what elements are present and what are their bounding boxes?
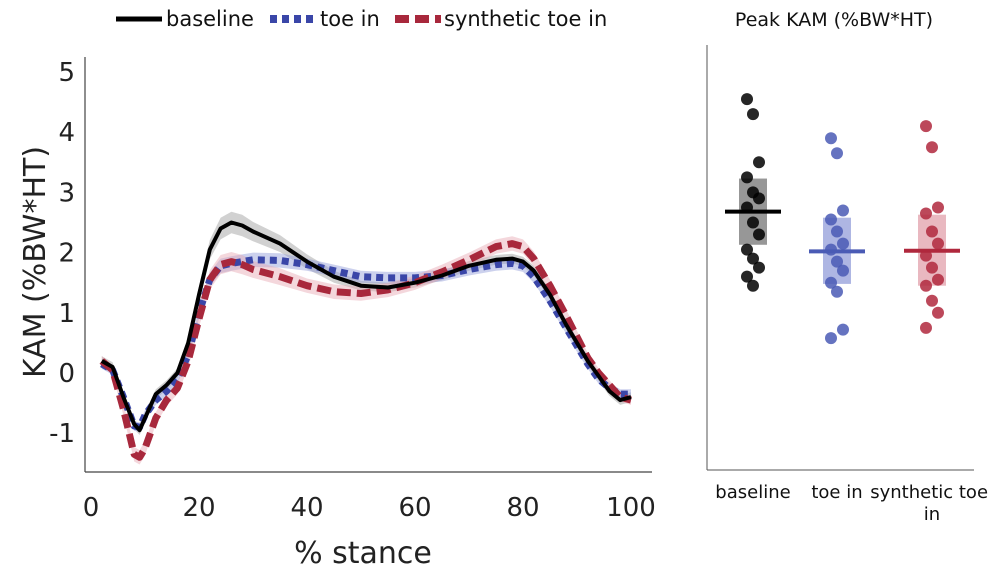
x-tick-100: 100 <box>606 493 656 523</box>
category-label-synthetic-line2: in <box>924 504 940 525</box>
legend-label-toe-in: toe in <box>320 7 380 31</box>
confidence-bands <box>101 211 632 465</box>
y-tick-5: 5 <box>58 58 75 88</box>
category-label-toe-in: toe in <box>811 482 862 503</box>
band-baseline <box>101 211 632 435</box>
peak-point-toe-in-5 <box>837 237 849 250</box>
peak-point-synthetic-toe-in-0 <box>920 120 932 133</box>
peak-point-toe-in-11 <box>837 323 849 336</box>
peak-group-synthetic-toe-in <box>904 120 960 334</box>
peak-point-baseline-2 <box>753 156 765 169</box>
peak-point-toe-in-1 <box>831 147 843 160</box>
category-label-baseline: baseline <box>715 482 790 503</box>
peak-point-synthetic-toe-in-5 <box>932 237 944 250</box>
peak-point-toe-in-10 <box>831 285 843 298</box>
x-tick-80: 80 <box>506 493 539 523</box>
peak-point-toe-in-0 <box>825 132 837 145</box>
legend-label-synthetic-toe-in: synthetic toe in <box>444 7 607 31</box>
y-tick-2: 2 <box>58 239 75 269</box>
peak-point-synthetic-toe-in-10 <box>926 294 938 307</box>
peak-group-baseline <box>725 93 781 292</box>
y-tick-3: 3 <box>58 178 75 208</box>
band-synthetic-toe-in <box>101 236 632 465</box>
legend: baseline toe in synthetic toe in <box>116 7 607 31</box>
y-tick-1: 1 <box>58 299 75 329</box>
y-tick--1: -1 <box>49 419 75 449</box>
peak-point-toe-in-2 <box>837 204 849 217</box>
legend-label-baseline: baseline <box>166 7 254 31</box>
peak-point-baseline-8 <box>753 228 765 241</box>
peak-point-synthetic-toe-in-12 <box>920 321 932 334</box>
peak-point-toe-in-4 <box>831 225 843 238</box>
peak-point-synthetic-toe-in-7 <box>926 261 938 274</box>
category-label-synthetic-line1: synthetic toe <box>870 482 988 503</box>
peak-point-toe-in-7 <box>831 255 843 268</box>
peak-kam-groups <box>725 93 960 345</box>
peak-point-synthetic-toe-in-1 <box>926 141 938 154</box>
peak-point-baseline-9 <box>741 243 753 256</box>
y-tick-4: 4 <box>58 118 75 148</box>
line-synthetic-toe-in <box>99 240 632 461</box>
peak-kam-axes <box>706 45 974 471</box>
line-baseline <box>100 220 632 433</box>
peak-group-toe-in <box>809 132 865 345</box>
peak-point-toe-in-8 <box>837 264 849 277</box>
category-label-synthetic-toe-in: synthetic toe in <box>870 482 994 525</box>
y-axis-label: KAM (%BW*HT) <box>18 146 53 378</box>
peak-point-baseline-12 <box>741 270 753 283</box>
x-tick-60: 60 <box>398 493 431 523</box>
peak-point-baseline-1 <box>747 108 759 121</box>
peak-point-baseline-10 <box>747 252 759 265</box>
peak-point-baseline-13 <box>747 279 759 292</box>
peak-kam-title: Peak KAM (%BW*HT) <box>735 9 933 31</box>
peak-point-synthetic-toe-in-11 <box>932 306 944 319</box>
peak-point-baseline-7 <box>747 216 759 229</box>
peak-point-synthetic-toe-in-8 <box>932 273 944 286</box>
peak-point-baseline-5 <box>753 192 765 205</box>
line-chart-axes <box>84 57 652 473</box>
peak-point-synthetic-toe-in-3 <box>920 207 932 220</box>
peak-point-synthetic-toe-in-9 <box>920 279 932 292</box>
y-tick-0: 0 <box>58 359 75 389</box>
x-tick-40: 40 <box>290 493 323 523</box>
peak-point-baseline-0 <box>741 93 753 106</box>
y-tick-labels: -1 0 1 2 3 4 5 <box>49 58 75 449</box>
peak-point-baseline-3 <box>741 171 753 184</box>
x-tick-labels: 0 20 40 60 80 100 <box>83 493 656 523</box>
x-tick-0: 0 <box>83 493 100 523</box>
peak-point-baseline-11 <box>753 261 765 274</box>
peak-point-toe-in-9 <box>825 276 837 289</box>
x-tick-20: 20 <box>182 493 215 523</box>
series-lines <box>99 220 632 461</box>
peak-point-toe-in-3 <box>825 213 837 226</box>
peak-point-synthetic-toe-in-2 <box>932 201 944 214</box>
x-axis-label: % stance <box>294 536 432 569</box>
peak-point-toe-in-12 <box>825 332 837 345</box>
peak-point-synthetic-toe-in-4 <box>926 225 938 238</box>
